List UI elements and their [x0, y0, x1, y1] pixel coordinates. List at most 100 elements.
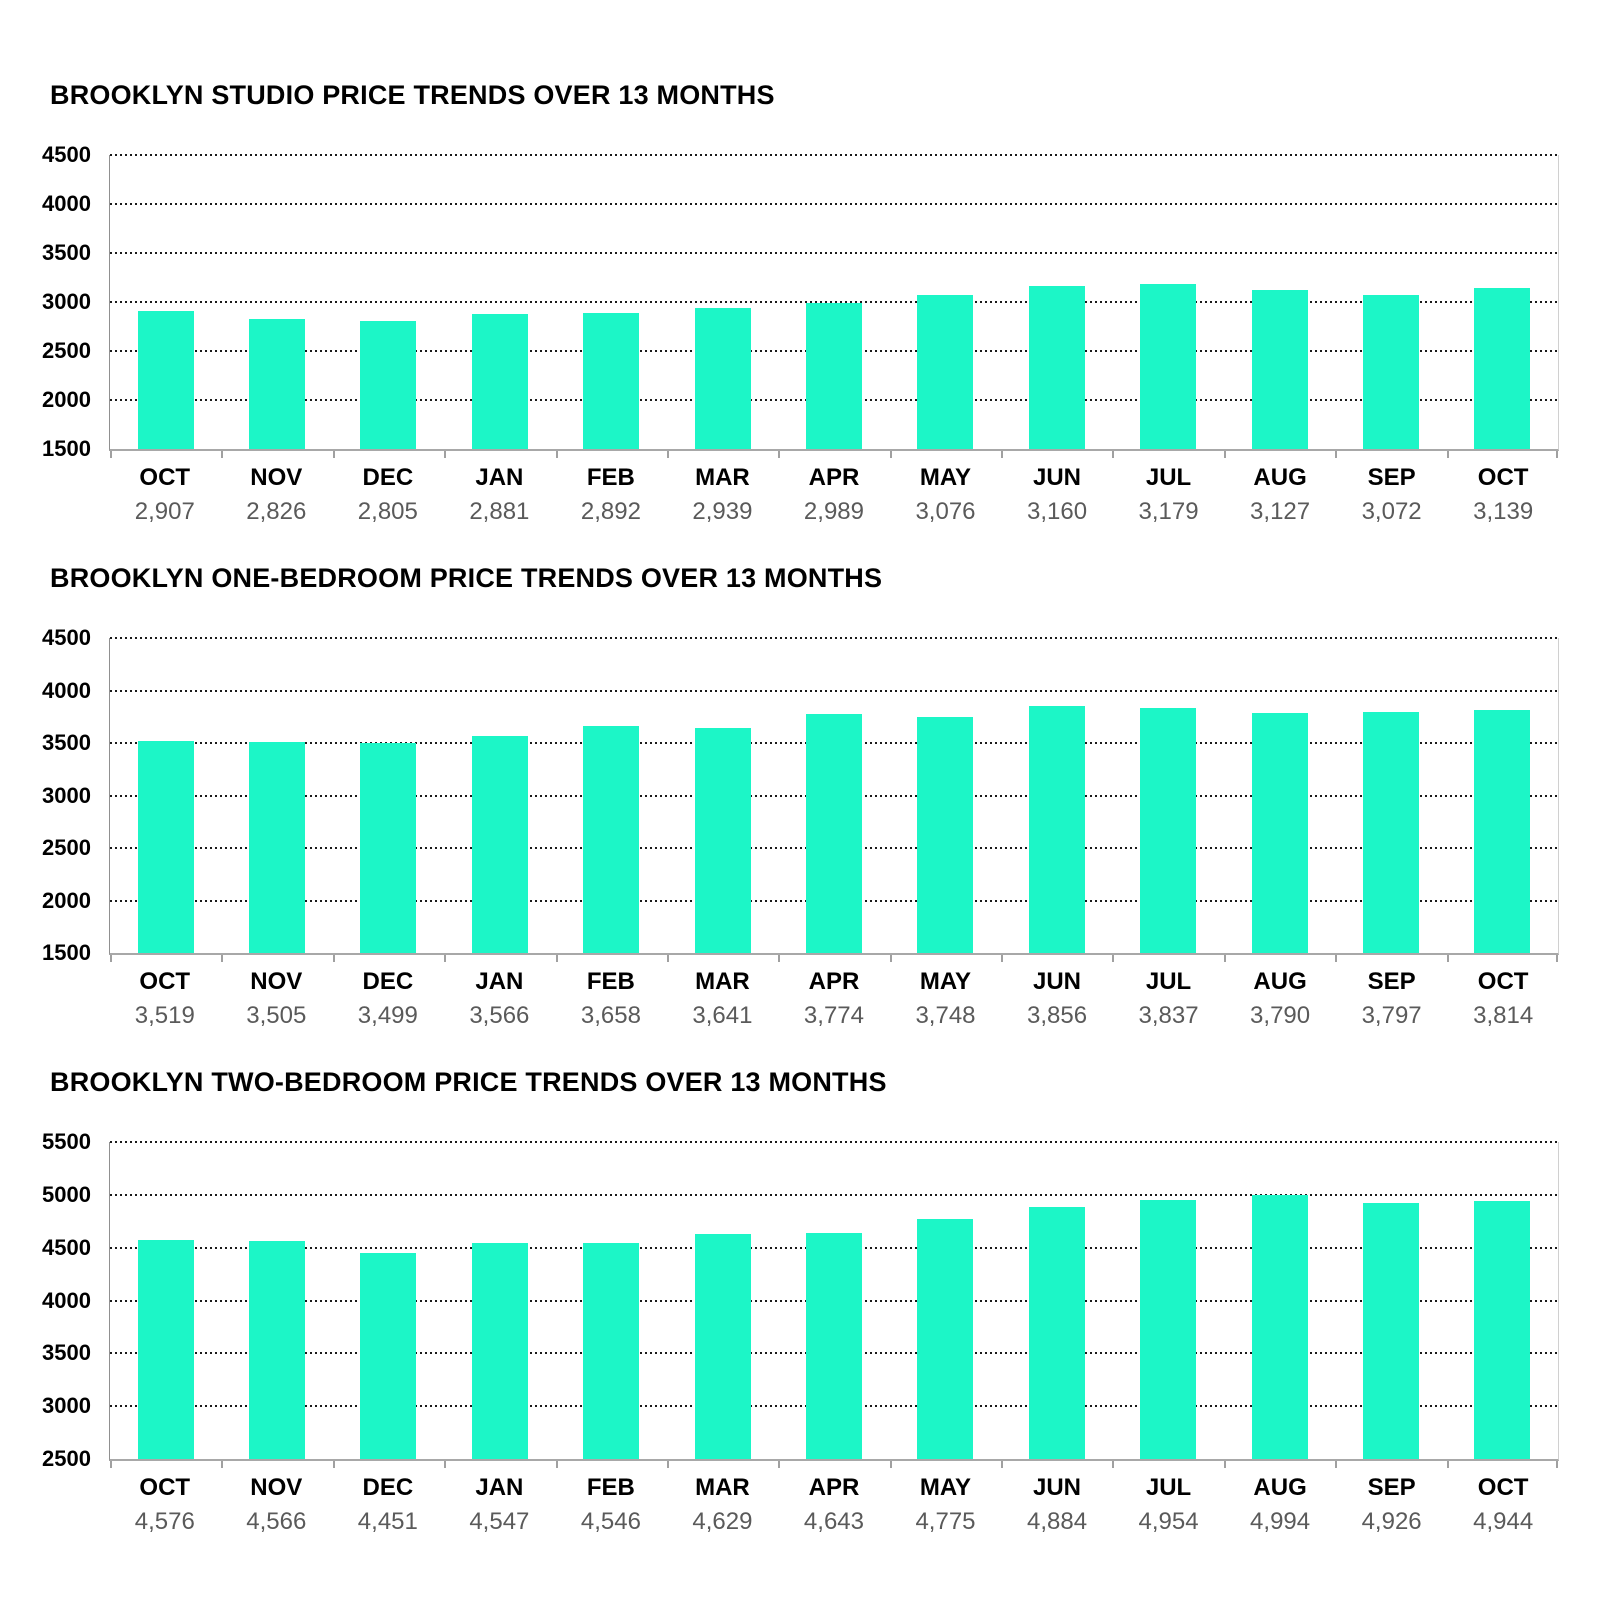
x-label-cell: OCT 3,814: [1447, 967, 1559, 1031]
y-axis-tick-label: 3000: [42, 289, 91, 314]
x-label-cell: JAN 4,547: [444, 1473, 556, 1537]
x-axis-tick: [1446, 955, 1449, 962]
bar-cell: [1335, 638, 1446, 953]
chart-title: BROOKLYN ONE-BEDROOM PRICE TRENDS OVER 1…: [50, 563, 883, 593]
bar-apr-3: [806, 1233, 863, 1459]
value-label: 3,505: [246, 1002, 307, 1029]
value-label: 3,797: [1361, 1002, 1422, 1029]
y-axis-tick-label: 4000: [42, 677, 91, 703]
chart-title: BROOKLYN TWO-BEDROOM PRICE TRENDS OVER 1…: [50, 1067, 887, 1097]
value-label: 2,907: [134, 498, 195, 525]
month-label: JUN: [1033, 464, 1082, 491]
gridline: [110, 637, 1558, 639]
x-axis-tick: [221, 955, 224, 962]
bar-mar-2: [694, 728, 751, 953]
value-label: 4,926: [1361, 1508, 1422, 1535]
x-axis-tick: [444, 955, 447, 962]
y-axis-tick-label: 3500: [42, 240, 91, 265]
bars-row: [110, 155, 1558, 449]
bars-row: [110, 638, 1558, 953]
bar-aug-3: [1251, 1195, 1308, 1459]
y-axis-tick-label: 4000: [42, 191, 91, 216]
x-label-cell: DEC 3,499: [332, 967, 444, 1031]
bar-sep-2: [1362, 712, 1419, 953]
gridline: [110, 1193, 1558, 1196]
value-label: 2,892: [580, 498, 641, 525]
bar-oct-1: [137, 311, 194, 449]
value-label: 3,774: [803, 1002, 864, 1029]
value-label: 4,576: [134, 1508, 195, 1535]
x-label-cell: MAR 4,629: [667, 1473, 779, 1537]
x-label-cell: DEC 2,805: [332, 463, 444, 527]
value-label: 3,072: [1361, 498, 1422, 525]
x-label-cell: JUN 3,160: [1001, 463, 1113, 527]
x-label-cell: JUL 3,837: [1113, 967, 1225, 1031]
bar-cell: [778, 1142, 889, 1459]
x-axis-tick: [555, 955, 558, 962]
month-label: NOV: [250, 968, 303, 995]
gridline: [110, 203, 1558, 205]
month-label: JUN: [1033, 968, 1082, 995]
value-label: 3,814: [1473, 1002, 1534, 1029]
month-label: OCT: [139, 464, 191, 491]
month-label: JUL: [1145, 968, 1192, 995]
x-label-cell: NOV 3,505: [221, 967, 333, 1031]
value-label: 3,519: [134, 1002, 195, 1029]
x-axis-tick: [444, 451, 447, 458]
bar-cell: [1113, 638, 1224, 953]
bar-may-1: [917, 295, 974, 449]
bar-jul-3: [1140, 1200, 1197, 1459]
x-label-cell: SEP 3,072: [1336, 463, 1448, 527]
x-label-cell: OCT 3,519: [109, 967, 221, 1031]
chart-3: BROOKLYN TWO-BEDROOM PRICE TRENDS OVER 1…: [0, 1067, 1600, 1537]
bar-jun-2: [1028, 706, 1085, 953]
bar-cell: [1335, 155, 1446, 449]
x-label-cell: JUL 3,179: [1113, 463, 1225, 527]
x-axis-tick: [778, 451, 781, 458]
chart-2: BROOKLYN ONE-BEDROOM PRICE TRENDS OVER 1…: [0, 563, 1600, 1031]
y-axis-tick-label: 2500: [42, 835, 91, 860]
y-axis-tick-label: 2500: [42, 1446, 91, 1471]
month-label: AUG: [1253, 464, 1307, 491]
bar-jul-2: [1140, 708, 1197, 953]
value-label: 3,837: [1138, 1002, 1199, 1029]
bar-jun-1: [1028, 286, 1085, 449]
value-label: 3,856: [1026, 1002, 1088, 1029]
month-label: AUG: [1253, 1474, 1307, 1501]
bar-cell: [221, 638, 332, 953]
x-label-cell: JUN 3,856: [1001, 967, 1113, 1031]
x-label-cell: JUL 4,954: [1113, 1473, 1225, 1537]
x-axis-tick: [444, 1461, 447, 1468]
value-label: 3,658: [580, 1002, 641, 1029]
gridline: [110, 301, 1558, 303]
month-label: FEB: [586, 968, 635, 995]
value-label: 3,499: [357, 1002, 418, 1029]
x-label-cell: MAR 2,939: [667, 463, 779, 527]
bar-cell: [556, 155, 667, 449]
value-label: 3,139: [1473, 498, 1534, 525]
x-label-cell: MAR 3,641: [667, 967, 779, 1031]
bar-jan-1: [471, 314, 528, 449]
bar-sep-3: [1362, 1203, 1419, 1459]
plot-area: [109, 154, 1559, 458]
value-label: 2,881: [469, 498, 530, 525]
x-label-cell: APR 4,643: [778, 1473, 890, 1537]
x-label-cell: MAY 3,076: [890, 463, 1002, 527]
bar-cell: [778, 638, 889, 953]
x-label-cell: OCT 4,576: [109, 1473, 221, 1537]
x-label-cell: FEB 4,546: [555, 1473, 667, 1537]
value-label: 3,127: [1250, 498, 1311, 525]
value-label: 4,547: [469, 1508, 530, 1535]
y-axis-tick-label: 3500: [42, 1340, 91, 1366]
x-axis-tick: [221, 451, 224, 458]
x-axis-tick: [110, 451, 112, 458]
bar-cell: [667, 1142, 778, 1459]
x-axis-tick: [889, 955, 892, 962]
value-label: 4,643: [803, 1508, 864, 1535]
x-axis-tick: [1001, 955, 1004, 962]
bar-mar-3: [694, 1234, 751, 1459]
bar-aug-1: [1251, 290, 1308, 449]
month-label: MAY: [919, 464, 972, 491]
x-axis-tick: [1335, 451, 1338, 458]
gridline: [110, 154, 1558, 156]
